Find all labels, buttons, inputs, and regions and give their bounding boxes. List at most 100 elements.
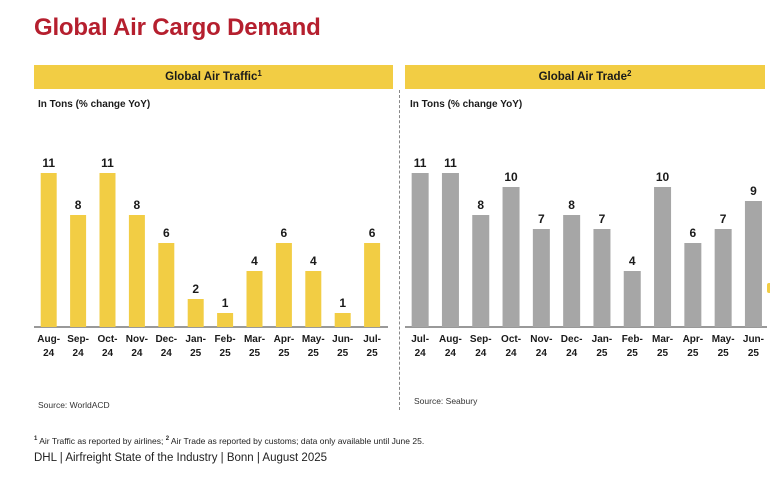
x-tick-label: Feb- [622, 334, 643, 345]
x-tick-label: 25 [190, 348, 202, 359]
bar [593, 229, 611, 327]
x-tick-label: Apr- [683, 334, 704, 345]
bar [684, 243, 702, 327]
x-tick-label: 25 [748, 348, 760, 359]
x-tick-label: Apr- [274, 334, 295, 345]
x-tick-label: Sep- [67, 334, 89, 345]
x-tick-label: May- [302, 334, 325, 345]
air-trade-chart: 11 Jul- 24 11 Aug- 24 8 Sep- 24 10 Oct- 24 7 Nov- 24 8 D… [405, 156, 767, 359]
bar [217, 313, 234, 327]
air-trade-header: Global Air Trade 2 [405, 65, 765, 89]
air-traffic-header-label: Global Air Traffic [165, 71, 258, 83]
x-tick-label: 25 [687, 348, 699, 359]
bar [70, 215, 87, 327]
x-tick-label: Aug- [439, 334, 462, 345]
page-title: Global Air Cargo Demand [34, 14, 321, 41]
bar [654, 187, 672, 327]
x-tick-label: Sep- [470, 334, 492, 345]
page-edge-mark [767, 283, 770, 293]
bar [128, 215, 145, 327]
x-tick-label: 25 [337, 348, 349, 359]
x-tick-label: Dec- [155, 334, 177, 345]
bar [502, 187, 520, 327]
footnote-text-2: Air Trade as reported by customs; data o… [169, 436, 425, 446]
x-tick-label: May- [712, 334, 735, 345]
footnote-sup-1: 1 [34, 436, 38, 443]
x-tick-label: Dec- [561, 334, 583, 345]
air-traffic-source: Source: WorldACD [38, 400, 110, 410]
x-tick-label: Jul- [411, 334, 429, 345]
x-tick-label: Aug- [37, 334, 60, 345]
data-label: 7 [720, 212, 727, 226]
air-trade-source: Source: Seabury [414, 396, 478, 406]
x-tick-label: 24 [131, 348, 143, 359]
x-tick-label: 24 [566, 348, 578, 359]
x-tick-label: 25 [657, 348, 669, 359]
bar [532, 229, 550, 327]
x-tick-label: 24 [505, 348, 517, 359]
footnote: 1 Air Traffic as reported by airlines; 2… [34, 436, 424, 446]
x-tick-label: Jan- [592, 334, 613, 345]
data-label: 8 [75, 198, 82, 212]
bar [472, 215, 490, 327]
x-tick-label: Mar- [244, 334, 265, 345]
air-traffic-header: Global Air Traffic 1 [34, 65, 393, 89]
x-tick-label: Feb- [215, 334, 236, 345]
bar [411, 173, 429, 327]
air-traffic-chart: 11Aug-248Sep-2411Oct-248Nov-246Dec-242Ja… [34, 156, 388, 359]
bar [40, 173, 57, 327]
data-label: 8 [568, 198, 575, 212]
data-label: 4 [629, 254, 636, 268]
footnote-text-1: Air Traffic as reported by airlines; [37, 436, 166, 446]
bar [623, 271, 641, 327]
x-tick-label: 24 [161, 348, 173, 359]
footer: DHL | Airfreight State of the Industry |… [34, 452, 328, 464]
x-tick-label: 25 [627, 348, 639, 359]
x-tick-label: Jan- [185, 334, 206, 345]
data-label: 4 [310, 254, 317, 268]
panel-divider [399, 90, 400, 410]
bar [744, 201, 762, 327]
data-label: 11 [42, 156, 55, 170]
x-tick-label: Nov- [530, 334, 552, 345]
x-tick-label: 25 [718, 348, 730, 359]
data-label: 6 [690, 226, 697, 240]
data-label: 6 [163, 226, 170, 240]
footnote-sup-2: 2 [165, 436, 170, 443]
x-tick-label: 24 [475, 348, 487, 359]
x-tick-label: 24 [536, 348, 548, 359]
x-tick-label: 24 [43, 348, 55, 359]
data-label: 9 [750, 184, 757, 198]
x-tick-label: Oct- [98, 334, 118, 345]
data-label: 6 [369, 226, 376, 240]
x-tick-label: 24 [102, 348, 114, 359]
x-tick-label: Jun- [332, 334, 353, 345]
x-tick-label: 25 [367, 348, 379, 359]
data-label: 1 [222, 296, 229, 310]
bar [99, 173, 116, 327]
x-tick-label: 24 [445, 348, 457, 359]
bar [275, 243, 292, 327]
data-label: 11 [444, 156, 457, 170]
x-tick-label: Nov- [126, 334, 148, 345]
data-label: 11 [414, 156, 427, 170]
data-label: 11 [101, 156, 114, 170]
data-label: 1 [339, 296, 346, 310]
x-tick-label: 25 [308, 348, 320, 359]
x-tick-label: Oct- [501, 334, 521, 345]
x-tick-label: Mar- [652, 334, 673, 345]
air-trade-header-sup: 2 [626, 68, 632, 78]
bar [441, 173, 459, 327]
data-label: 6 [281, 226, 288, 240]
bar [158, 243, 175, 327]
x-tick-label: 25 [220, 348, 232, 359]
bar [246, 271, 263, 327]
bar [714, 229, 732, 327]
data-label: 8 [477, 198, 484, 212]
bar [187, 299, 204, 327]
data-label: 7 [538, 212, 545, 226]
data-label: 2 [192, 282, 199, 296]
x-tick-label: 25 [249, 348, 261, 359]
data-label: 8 [134, 198, 141, 212]
x-tick-label: 24 [415, 348, 427, 359]
